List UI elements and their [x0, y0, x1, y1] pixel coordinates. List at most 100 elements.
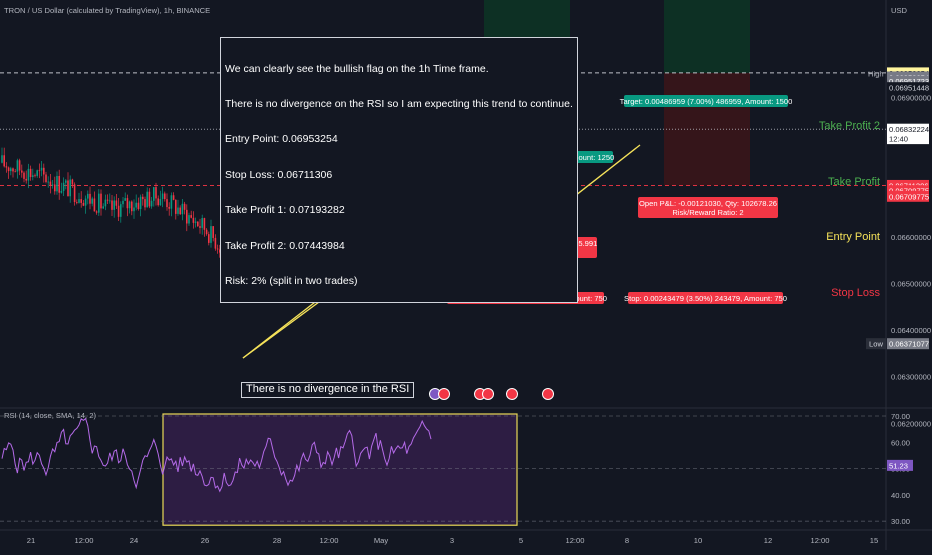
candle-body: [82, 202, 85, 206]
candle-body: [60, 190, 63, 193]
candle-body: [10, 168, 12, 172]
price-tick-label: 0.06400000: [891, 326, 931, 335]
candle-body: [95, 211, 98, 213]
time-tick-label: 5: [519, 536, 523, 545]
candle-body: [194, 221, 197, 223]
time-tick-label: 12: [764, 536, 772, 545]
candle-body: [73, 184, 76, 202]
position-2-target-label-text: Target: 0.00486959 (7.00%) 486959, Amoun…: [620, 97, 793, 106]
candle-body: [115, 200, 118, 206]
candle-body: [188, 215, 190, 224]
candle-body: [197, 221, 199, 227]
candle-body: [124, 198, 126, 201]
price-badge: 0.06371077: [887, 338, 929, 350]
candle-body: [34, 175, 36, 177]
position-2-stop-label-text: Stop: 0.00243479 (3.50%) 243479, Amount:…: [624, 294, 787, 303]
rsi-current-badge: [887, 459, 913, 471]
candle-body: [14, 171, 16, 173]
rsi-note[interactable]: There is no divergence in the RSI: [241, 382, 415, 398]
note-line: Take Profit 2: 0.07443984: [225, 239, 345, 252]
candle-body: [133, 207, 135, 212]
candle-body: [186, 209, 188, 224]
candle-body: [76, 201, 78, 203]
candle-body: [183, 203, 186, 210]
rsi-tick-label: 40.00: [891, 491, 910, 500]
position-2-target-label: Target: 0.00486959 (7.00%) 486959, Amoun…: [620, 95, 793, 107]
time-tick-label: 24: [130, 536, 138, 545]
position-2-pnl-label-box: [638, 197, 778, 218]
candle-body: [155, 187, 157, 199]
candle-body: [78, 199, 80, 203]
currency-label: USD: [891, 6, 908, 15]
candle-body: [128, 201, 131, 209]
candle-body: [89, 193, 91, 204]
price-badge: 0.06709775: [887, 190, 929, 202]
candle-body: [126, 198, 129, 209]
position-2-pnl-label-text: Open P&L: -0.00121030, Qty: 102678.26: [639, 199, 777, 208]
rsi-title: RSI (14, close, SMA, 14, 2): [4, 411, 96, 420]
event-icon-flag: [506, 388, 518, 400]
candle-body: [65, 180, 67, 183]
price-badge-text: 0.06951448: [889, 84, 929, 93]
time-tick-label: 21: [27, 536, 35, 545]
price-tick-label: 0.06900000: [891, 94, 931, 103]
candle-body: [54, 184, 56, 192]
rsi-line: [1, 417, 432, 493]
position-2-target-zone: [664, 0, 750, 73]
candle-body: [139, 196, 142, 210]
candle-body: [164, 193, 166, 200]
candle-body: [62, 182, 65, 191]
candle-body: [153, 187, 155, 201]
candle-body: [45, 174, 47, 182]
price-badge: 0.06951448: [887, 82, 929, 94]
rsi-tick-label: 30.00: [891, 517, 910, 526]
price-tick-label: 0.06200000: [891, 419, 931, 428]
price-badge-bg: [887, 133, 929, 145]
entry-point-label: Entry Point: [826, 231, 880, 243]
candle-body: [84, 198, 87, 206]
main-note[interactable]: We can clearly see the bullish flag on t…: [220, 37, 578, 303]
price-badge: 0.06951723: [887, 75, 929, 87]
price-badge: 12:40: [887, 133, 929, 145]
candle-body: [175, 199, 177, 214]
position-2-target-label-box: [624, 95, 788, 107]
candle-body: [5, 166, 8, 168]
price-tick-label: 0.06300000: [891, 373, 931, 382]
price-badge-bg: [887, 75, 929, 87]
time-tick-label: May: [374, 536, 389, 545]
candle-body: [80, 199, 82, 203]
candle-body: [214, 237, 217, 249]
candle-body: [172, 195, 175, 200]
candle-body: [142, 196, 144, 200]
event-icon-flag: [482, 388, 494, 400]
candle-body: [177, 207, 179, 214]
chart-title: TRON / US Dollar (calculated by TradingV…: [4, 6, 210, 15]
rsi-highlight-box: [162, 413, 518, 526]
position-2-stop-label-box: [628, 292, 783, 304]
candle-body: [201, 218, 203, 228]
position-2-pnl-label-text: Risk/Reward Ratio: 2: [672, 208, 743, 217]
candle-body: [40, 167, 43, 171]
candle-body: [168, 207, 170, 209]
candle-body: [192, 217, 195, 223]
candle-body: [166, 199, 168, 208]
candle-body: [1, 155, 3, 163]
low-label: Low: [869, 340, 883, 349]
price-badge-text: 0.06951723: [889, 77, 929, 86]
candle-body: [47, 181, 49, 183]
candle-body: [104, 199, 107, 207]
candle-body: [106, 199, 109, 201]
position-2-stop-label: Stop: 0.00243479 (3.50%) 243479, Amount:…: [624, 292, 787, 304]
candle-body: [181, 203, 184, 215]
candle-body: [199, 226, 201, 228]
price-badge-bg: [887, 190, 929, 202]
candle-body: [148, 191, 151, 207]
take-profit-label: Take Profit: [828, 176, 880, 188]
rsi-current-text: 51.23: [889, 461, 908, 470]
price-tick-label: 0.06500000: [891, 280, 931, 289]
note-line: There is no divergence on the RSI so I a…: [225, 97, 573, 110]
price-badge-text: 0.06832224: [889, 125, 929, 134]
candle-body: [56, 176, 58, 192]
candle-body: [16, 160, 19, 172]
candle-body: [111, 200, 113, 210]
